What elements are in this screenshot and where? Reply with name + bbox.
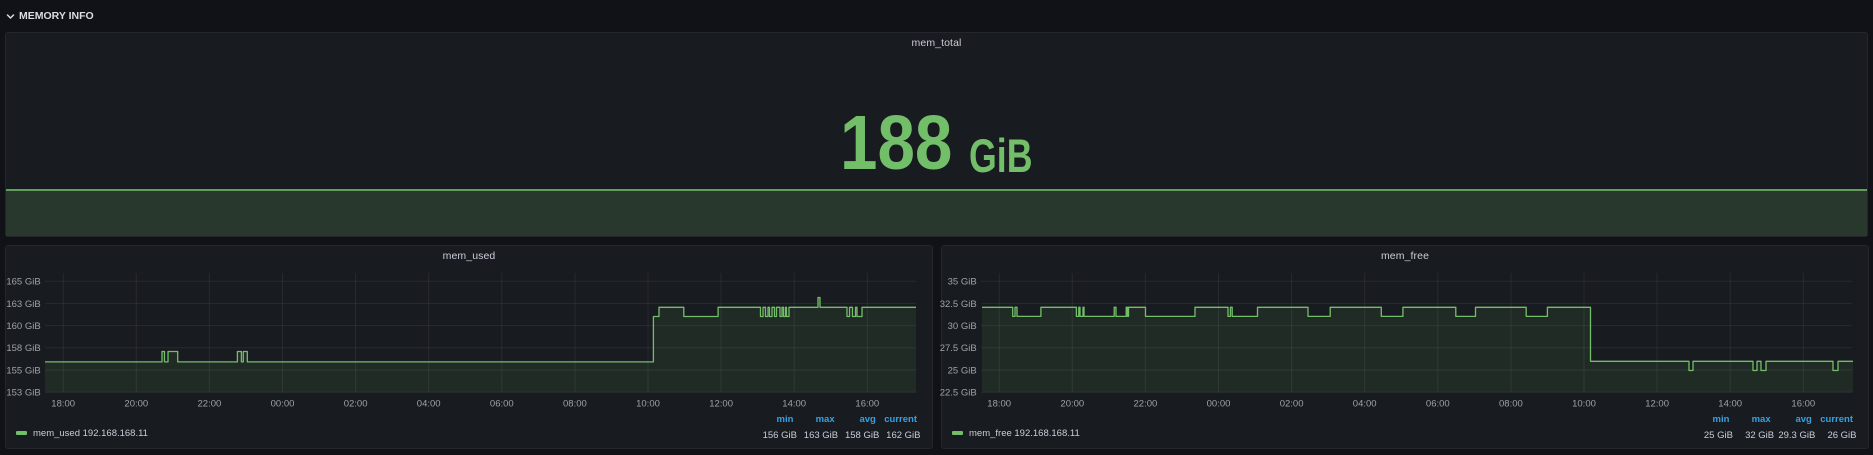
svg-text:10:00: 10:00: [1572, 398, 1596, 409]
svg-text:00:00: 00:00: [271, 398, 295, 409]
svg-text:153 GiB: 153 GiB: [6, 388, 40, 399]
svg-text:12:00: 12:00: [1645, 398, 1669, 409]
svg-text:20:00: 20:00: [1060, 398, 1084, 409]
svg-text:158 GiB: 158 GiB: [6, 343, 40, 354]
svg-text:160 GiB: 160 GiB: [6, 321, 40, 332]
svg-text:08:00: 08:00: [1499, 398, 1523, 409]
svg-text:02:00: 02:00: [344, 398, 368, 409]
svg-text:155 GiB: 155 GiB: [6, 365, 40, 376]
svg-text:22:00: 22:00: [198, 398, 222, 409]
svg-text:35 GiB: 35 GiB: [948, 277, 977, 288]
svg-text:22.5 GiB: 22.5 GiB: [940, 388, 977, 399]
svg-text:06:00: 06:00: [490, 398, 514, 409]
svg-text:00:00: 00:00: [1207, 398, 1231, 409]
svg-text:14:00: 14:00: [782, 398, 806, 409]
svg-text:32.5 GiB: 32.5 GiB: [940, 299, 977, 310]
svg-text:06:00: 06:00: [1426, 398, 1450, 409]
svg-text:18:00: 18:00: [987, 398, 1011, 409]
svg-text:08:00: 08:00: [563, 398, 587, 409]
svg-text:25 GiB: 25 GiB: [948, 365, 977, 376]
svg-text:04:00: 04:00: [417, 398, 441, 409]
svg-text:16:00: 16:00: [855, 398, 879, 409]
svg-text:163 GiB: 163 GiB: [6, 299, 40, 310]
svg-text:27.5 GiB: 27.5 GiB: [940, 343, 977, 354]
svg-text:165 GiB: 165 GiB: [6, 277, 40, 288]
svg-text:12:00: 12:00: [709, 398, 733, 409]
svg-text:20:00: 20:00: [124, 398, 148, 409]
svg-text:30 GiB: 30 GiB: [948, 321, 977, 332]
svg-text:22:00: 22:00: [1134, 398, 1158, 409]
svg-text:02:00: 02:00: [1280, 398, 1304, 409]
svg-text:16:00: 16:00: [1791, 398, 1815, 409]
svg-text:18:00: 18:00: [51, 398, 75, 409]
svg-text:14:00: 14:00: [1718, 398, 1742, 409]
svg-text:04:00: 04:00: [1353, 398, 1377, 409]
svg-text:10:00: 10:00: [636, 398, 660, 409]
